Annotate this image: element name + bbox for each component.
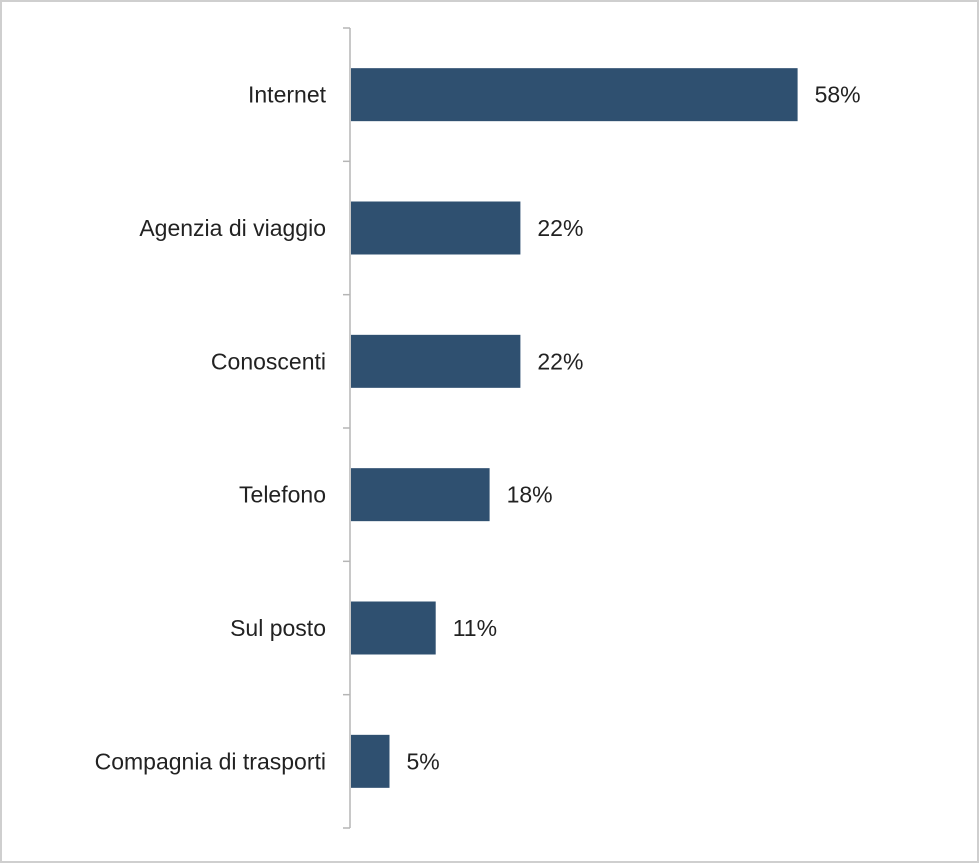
value-label: 11% [453, 615, 497, 641]
category-label: Telefono [239, 482, 326, 508]
value-label: 58% [815, 82, 861, 108]
bar-agenzia-di-viaggio [351, 201, 521, 255]
value-label: 18% [507, 482, 553, 508]
value-label: 5% [407, 748, 440, 774]
bar-compagnia-di-trasporti [351, 734, 390, 788]
bar-conoscenti [351, 334, 521, 388]
labels-layer: Internet 58% Agenzia di viaggio 22% Conoscen… [95, 82, 861, 775]
value-label: 22% [537, 215, 583, 241]
bars-layer [351, 68, 798, 788]
category-label: Sul posto [230, 615, 326, 641]
category-label: Compagnia di trasporti [95, 748, 326, 774]
axis-layer [343, 27, 351, 829]
category-label: Agenzia di viaggio [139, 215, 326, 241]
bar-sul-posto [351, 601, 436, 655]
category-label: Internet [248, 82, 327, 108]
bar-telefono [351, 468, 490, 522]
value-label: 22% [537, 348, 583, 374]
category-label: Conoscenti [211, 348, 326, 374]
bar-internet [351, 68, 798, 122]
